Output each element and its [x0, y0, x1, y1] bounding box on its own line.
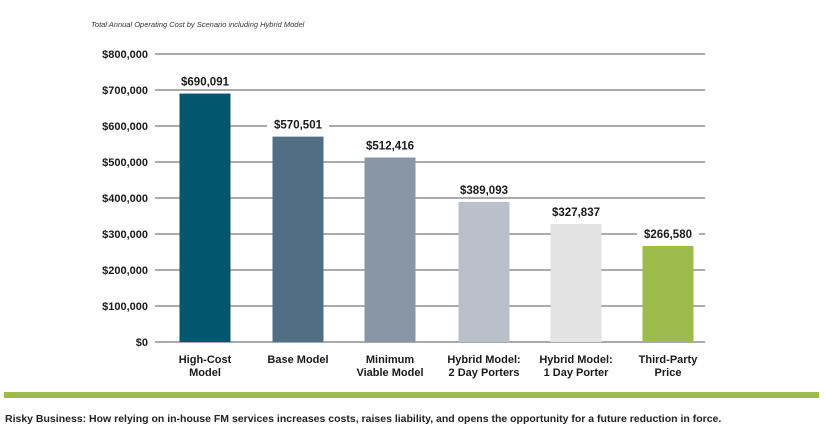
x-tick-label: Base Model	[267, 354, 328, 366]
x-tick-label-line: Hybrid Model:	[447, 354, 520, 366]
bar-chart: $0 $100,000 $200,000 $300,000 $400,000 $500,0…	[102, 49, 705, 379]
bars	[179, 93, 694, 343]
data-label-background	[637, 226, 699, 242]
y-tick-label: $600,000	[102, 121, 148, 133]
y-tick-label: $200,000	[102, 265, 148, 277]
data-label: $570,501	[274, 120, 323, 132]
bar	[550, 223, 602, 342]
y-tick-label: $500,000	[102, 157, 148, 169]
x-tick-label-line: High-Cost	[179, 354, 232, 366]
data-label: $512,416	[366, 141, 414, 153]
data-label-background	[545, 203, 607, 219]
data-label: $327,837	[552, 207, 600, 219]
y-axis-ticks: $0 $100,000 $200,000 $300,000 $400,000 $500,0…	[102, 49, 148, 349]
data-label-background	[359, 137, 421, 153]
y-tick-label: $0	[136, 337, 148, 349]
x-tick-label-line: 1 Day Porter	[544, 367, 610, 379]
x-tick-label: Hybrid Model: 1 Day Porter	[539, 354, 612, 379]
x-tick-label-line: Minimum	[366, 354, 414, 366]
bar	[642, 246, 694, 342]
x-tick-label-line: Viable Model	[356, 367, 423, 379]
gridlines	[155, 53, 705, 343]
y-tick-label: $300,000	[102, 229, 148, 241]
data-label-background	[174, 73, 236, 89]
data-label: $389,093	[460, 185, 508, 197]
figure-caption: Risky Business: How relying on in-house …	[5, 413, 722, 425]
data-label-background	[453, 181, 515, 197]
x-tick-label-line: Price	[655, 367, 682, 379]
data-label-background	[267, 116, 329, 132]
chart-title: Total Annual Operating Cost by Scenario …	[91, 20, 305, 29]
y-tick-label: $100,000	[102, 301, 148, 313]
x-tick-label: Hybrid Model: 2 Day Porters	[447, 354, 520, 379]
bar	[272, 136, 324, 342]
bar	[364, 157, 416, 342]
x-axis-ticks: High-Cost Model Base Model Minimum Viable Mo…	[179, 354, 698, 379]
y-tick-label: $800,000	[102, 49, 148, 61]
x-tick-label-line: Base Model	[267, 354, 328, 366]
y-tick-label: $400,000	[102, 193, 148, 205]
data-labels: $690,091 $570,501 $512,416 $389,093 $327,837…	[174, 73, 699, 242]
divider-bar	[4, 392, 819, 398]
x-tick-label-line: 2 Day Porters	[449, 367, 520, 379]
x-tick-label: Third-Party Price	[639, 354, 699, 379]
data-label: $690,091	[181, 77, 230, 89]
bar	[458, 201, 510, 342]
x-tick-label-line: Third-Party	[639, 354, 699, 366]
x-tick-label-line: Hybrid Model:	[539, 354, 612, 366]
x-tick-label: High-Cost Model	[179, 354, 232, 379]
bar	[179, 93, 231, 343]
x-tick-label: Minimum Viable Model	[356, 354, 423, 379]
data-label: $266,580	[644, 229, 692, 241]
x-tick-label-line: Model	[189, 367, 221, 379]
y-tick-label: $700,000	[102, 85, 148, 97]
